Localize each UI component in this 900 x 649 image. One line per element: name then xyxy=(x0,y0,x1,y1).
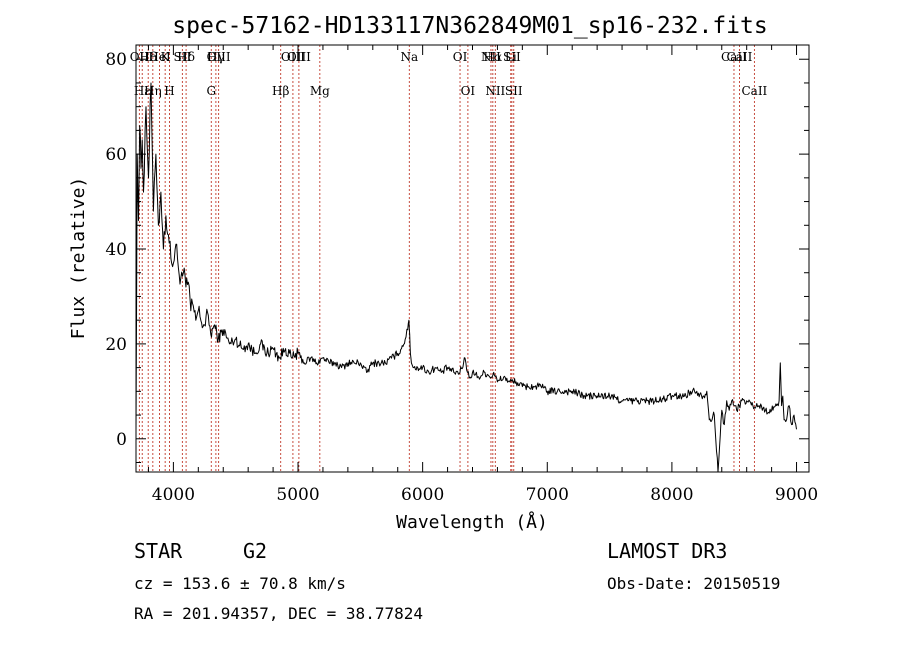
x-tick-label-9000: 9000 xyxy=(775,485,818,505)
line-label-upper-11: OIII xyxy=(207,50,231,64)
line-label-lower-15: Mg xyxy=(310,84,330,98)
line-label-upper-20: Hα xyxy=(484,50,503,64)
line-label-upper-19: NII xyxy=(481,50,501,64)
plot-area: OIIHεHδHηHeIKHSIIHδGHγOIIIHβOIIIOIIIMgNa… xyxy=(130,45,797,473)
line-label-upper-8: Hδ xyxy=(177,50,195,64)
y-tick-label-40: 40 xyxy=(105,240,127,260)
line-label-lower-9: G xyxy=(206,84,216,98)
x-tick-label-6000: 6000 xyxy=(401,485,444,505)
line-label-lower-27: CaII xyxy=(741,84,767,98)
line-label-lower-1: Hε xyxy=(134,84,151,98)
x-axis: 4000 5000 6000 7000 8000 9000 xyxy=(147,45,818,505)
survey-name: LAMOST DR3 xyxy=(607,539,727,563)
line-label-lower-18: OI xyxy=(461,84,476,98)
y-tick-label-20: 20 xyxy=(105,335,127,355)
redshift-velocity: cz = 153.6 ± 70.8 km/s xyxy=(134,574,346,593)
line-label-upper-25: CaII xyxy=(721,50,747,64)
x-tick-label-8000: 8000 xyxy=(650,485,693,505)
y-tick-label-80: 80 xyxy=(105,50,127,70)
x-axis-label: Wavelength (Å) xyxy=(396,511,548,533)
line-label-upper-17: OI xyxy=(453,50,468,64)
object-class: STAR xyxy=(134,539,183,563)
y-tick-label-0: 0 xyxy=(116,430,127,450)
chart-title: spec-57162-HD133117N362849M01_sp16-232.f… xyxy=(172,13,767,39)
y-tick-label-60: 60 xyxy=(105,145,127,165)
x-tick-label-5000: 5000 xyxy=(276,485,319,505)
line-label-upper-0: OII xyxy=(130,50,150,64)
spectrum-line-0 xyxy=(135,82,797,473)
line-label-upper-26: CaII xyxy=(727,50,753,64)
x-tick-label-4000: 4000 xyxy=(152,485,195,505)
line-label-lower-21: NII xyxy=(485,84,505,98)
y-axis: 0 20 40 60 80 xyxy=(105,50,809,464)
line-label-lower-3: Hη xyxy=(144,84,162,98)
line-label-upper-14: OIII xyxy=(287,50,311,64)
y-axis-label: Flux (relative) xyxy=(68,177,89,340)
sky-coordinates: RA = 201.94357, DEC = 38.77824 xyxy=(134,604,423,623)
observation-date: Obs-Date: 20150519 xyxy=(607,574,780,593)
line-label-upper-23: SII xyxy=(503,50,521,64)
line-label-upper-7: SII xyxy=(174,50,192,64)
line-label-upper-10: Hγ xyxy=(207,50,225,64)
line-label-lower-12: Hβ xyxy=(272,84,289,98)
spectral-subclass: G2 xyxy=(243,539,267,563)
line-label-upper-5: K xyxy=(161,50,171,64)
line-label-upper-16: Na xyxy=(400,50,418,64)
x-tick-label-7000: 7000 xyxy=(526,485,569,505)
line-label-lower-24: SII xyxy=(505,84,523,98)
line-label-lower-6: H xyxy=(164,84,174,98)
line-label-upper-22: Li xyxy=(505,50,517,64)
